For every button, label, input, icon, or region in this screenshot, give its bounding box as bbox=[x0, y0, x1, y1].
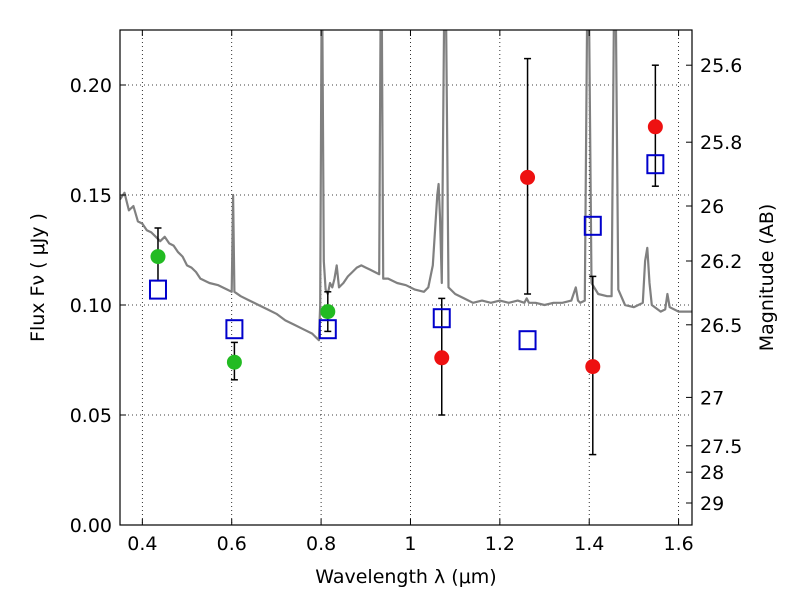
right-tick-label: 26.2 bbox=[700, 251, 742, 273]
right-tick-label: 25.8 bbox=[700, 132, 742, 154]
data-points-layer bbox=[148, 57, 665, 456]
x-tick-label: 1.4 bbox=[574, 533, 604, 555]
x-tick-label: 0.8 bbox=[306, 533, 336, 555]
data-point bbox=[226, 354, 242, 370]
y-tick-label: 0.00 bbox=[70, 515, 112, 537]
model-point-square bbox=[148, 279, 167, 300]
x-tick-label: 0.4 bbox=[127, 533, 157, 555]
right-tick-label: 27 bbox=[700, 387, 724, 409]
right-tick-label: 26 bbox=[700, 196, 724, 218]
model-spectrum-line bbox=[120, 30, 692, 342]
y-tick-label: 0.05 bbox=[70, 405, 112, 427]
right-y-axis-label: Magnitude (AB) bbox=[756, 204, 778, 352]
grid-lines bbox=[120, 30, 692, 526]
model-point-square bbox=[318, 319, 337, 340]
y-tick-label: 0.15 bbox=[70, 185, 112, 207]
right-tick-label: 26.5 bbox=[700, 315, 742, 337]
data-point bbox=[320, 304, 336, 320]
y-tick-label: 0.20 bbox=[70, 75, 112, 97]
y-tick-label: 0.10 bbox=[70, 295, 112, 317]
y-axis-label: Flux Fν ( μJy ) bbox=[27, 213, 49, 342]
right-tick-label: 28 bbox=[700, 462, 724, 484]
data-point bbox=[647, 119, 663, 135]
plot-frame bbox=[119, 29, 693, 526]
x-axis-label: Wavelength λ (μm) bbox=[315, 566, 496, 588]
data-point bbox=[150, 249, 166, 265]
x-tick-label: 1.2 bbox=[485, 533, 515, 555]
model-point-square bbox=[225, 319, 244, 340]
x-tick-label: 1.6 bbox=[663, 533, 693, 555]
right-tick-label: 29 bbox=[700, 493, 724, 515]
spectrum-layer bbox=[120, 30, 692, 342]
data-point bbox=[520, 169, 536, 185]
data-point bbox=[434, 350, 450, 366]
model-point-square bbox=[646, 154, 665, 175]
axis-ticks: 0.4 0.6 0.8 1 1.2 1.4 1.6 0.00 0.05 0.10 0.15 0.20 2… bbox=[70, 30, 742, 555]
data-point bbox=[585, 359, 601, 375]
right-tick-label: 27.5 bbox=[700, 436, 742, 458]
model-point-square bbox=[583, 215, 602, 236]
model-point-square bbox=[432, 308, 451, 329]
x-tick-label: 1 bbox=[404, 533, 416, 555]
right-tick-label: 25.6 bbox=[700, 55, 742, 77]
x-tick-label: 0.6 bbox=[217, 533, 247, 555]
model-point-square bbox=[518, 330, 537, 351]
